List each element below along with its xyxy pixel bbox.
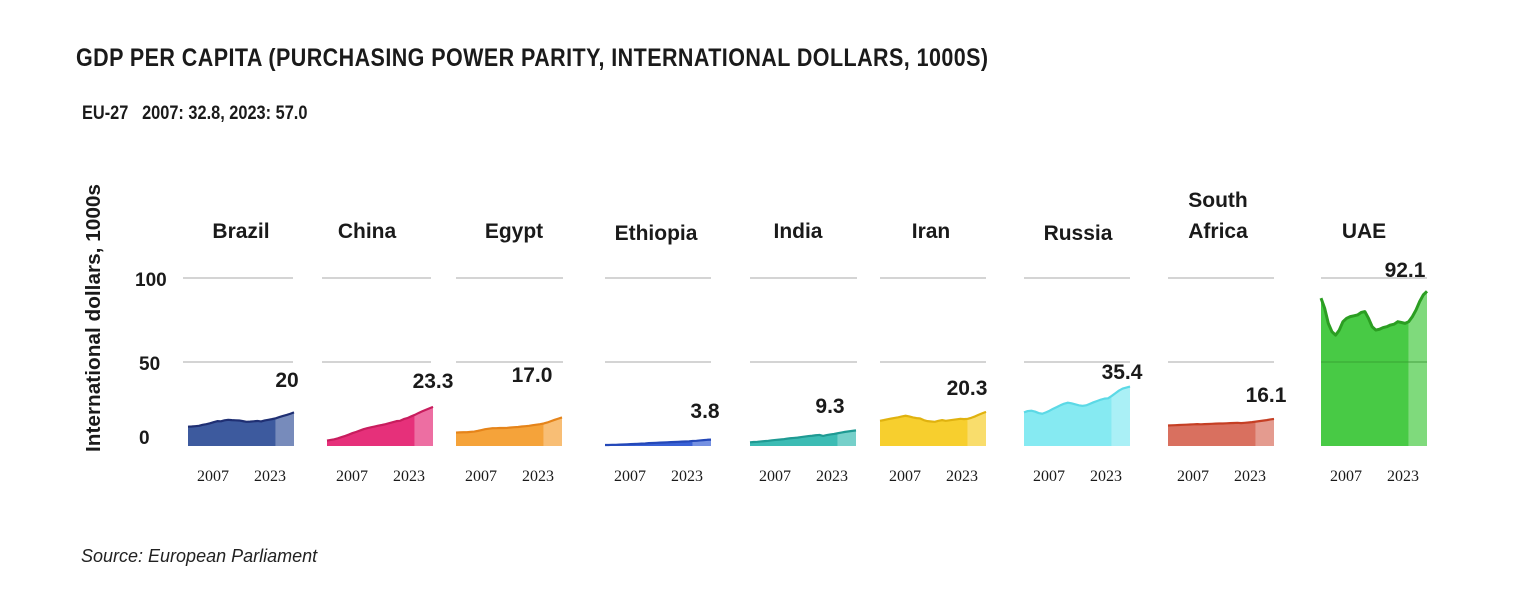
series-area (188, 418, 276, 446)
end-value-label: 23.3 (413, 370, 454, 393)
x-tick-label: 2007 (465, 468, 497, 485)
panel-south-africa: South Africa 16.1 2007 2023 (1167, 189, 1287, 485)
series-projection-area (275, 412, 294, 446)
panel-title: China (338, 220, 397, 243)
subtitle-text: 2007: 32.8, 2023: 57.0 (142, 103, 308, 124)
series-projection-area (1111, 386, 1130, 446)
panel-title: Iran (912, 220, 951, 243)
series-line (879, 410, 987, 423)
panel-russia: Russia 35.4 2007 2023 (1023, 222, 1143, 485)
panel-uae: UAE 92.1 2007 2023 (1319, 220, 1429, 485)
series-line (749, 429, 857, 444)
series-area (456, 423, 544, 446)
chart-source: Source: European Parliament (81, 546, 318, 566)
y-tick-label: 100 (135, 270, 167, 291)
x-tick-label: 2023 (254, 468, 286, 485)
chart-subtitle: EU-27 2007: 32.8, 2023: 57.0 (82, 103, 307, 125)
end-value-label: 35.4 (1102, 361, 1143, 384)
end-value-label: 17.0 (512, 364, 553, 387)
panel-title: Russia (1044, 222, 1113, 245)
series-line (1319, 290, 1429, 337)
series-area (1024, 395, 1112, 446)
x-tick-label: 2007 (1330, 468, 1362, 485)
end-value-label: 9.3 (815, 395, 844, 418)
x-tick-label: 2023 (946, 468, 978, 485)
panel-iran: Iran 20.3 2007 2023 (879, 220, 988, 485)
series-area (750, 433, 838, 446)
series-projection-area (967, 411, 986, 446)
x-tick-label: 2023 (1090, 468, 1122, 485)
series-projection-area (1255, 418, 1274, 446)
y-tick-label: 0 (139, 428, 150, 449)
series-line (1023, 385, 1131, 415)
x-tick-label: 2023 (671, 468, 703, 485)
panel-title: India (773, 220, 822, 243)
series-area (1321, 298, 1409, 446)
x-tick-label: 2023 (1234, 468, 1266, 485)
end-value-label: 3.8 (690, 400, 720, 423)
end-value-label: 20.3 (947, 377, 988, 400)
series-line (605, 438, 712, 447)
x-tick-label: 2007 (336, 468, 368, 485)
panel-india: India 9.3 2007 2023 (749, 220, 857, 485)
series-projection-area (1408, 291, 1427, 446)
panel-title: Egypt (485, 220, 543, 243)
panel-brazil: Brazil 20 2007 2023 (183, 220, 299, 485)
series-line (1167, 417, 1275, 427)
panel-egypt: Egypt 17.0 2007 2023 (455, 220, 563, 485)
x-tick-label: 2023 (393, 468, 425, 485)
panel-title: Brazil (212, 220, 269, 243)
panel-title: South (1188, 189, 1247, 212)
y-tick-label: 50 (139, 354, 160, 375)
x-tick-label: 2023 (816, 468, 848, 485)
series-projection-area (543, 417, 562, 446)
x-tick-label: 2023 (522, 468, 554, 485)
x-tick-label: 2023 (1387, 468, 1419, 485)
x-tick-label: 2007 (614, 468, 646, 485)
chart-title: GDP PER CAPITA (PURCHASING POWER PARITY,… (76, 44, 989, 72)
series-projection-area (837, 430, 856, 446)
end-value-label: 16.1 (1246, 384, 1287, 407)
series-line (455, 416, 563, 434)
end-value-label: 92.1 (1385, 259, 1426, 282)
panel-china: China 23.3 2007 2023 (322, 220, 453, 485)
x-tick-label: 2007 (1177, 468, 1209, 485)
panel-title: Ethiopia (615, 222, 698, 245)
end-value-label: 20 (275, 369, 298, 392)
series-projection-area (414, 406, 433, 446)
panel-title: UAE (1342, 220, 1386, 243)
series-line (326, 405, 434, 442)
subtitle-label: EU-27 (82, 103, 129, 124)
panel-ethiopia: Ethiopia 3.8 2007 2023 (605, 222, 720, 485)
x-tick-label: 2007 (197, 468, 229, 485)
panel-title: Africa (1188, 220, 1248, 243)
x-tick-label: 2007 (759, 468, 791, 485)
series-line (187, 411, 295, 428)
series-area (880, 415, 968, 446)
x-tick-label: 2007 (1033, 468, 1065, 485)
y-axis-title: International dollars, 1000s (83, 184, 105, 452)
series-area (1168, 421, 1256, 446)
x-tick-label: 2007 (889, 468, 921, 485)
